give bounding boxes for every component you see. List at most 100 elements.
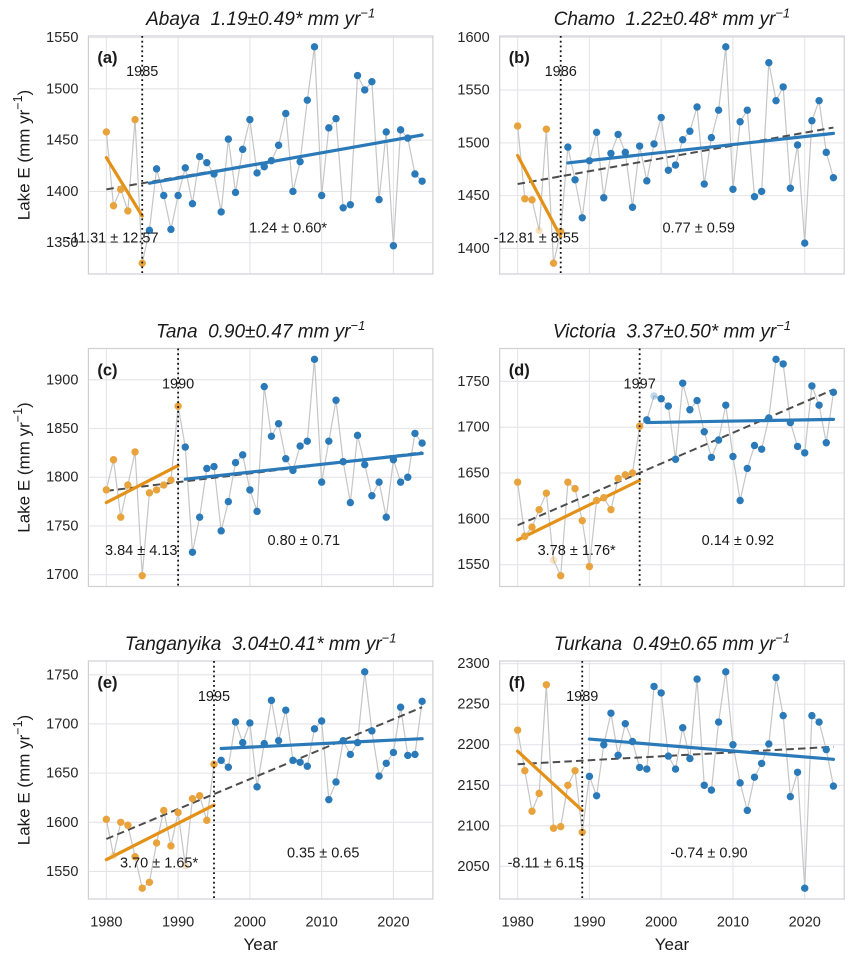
data-point (671, 161, 680, 169)
data-point (686, 754, 694, 763)
data-point (210, 462, 218, 471)
data-point (808, 711, 816, 720)
data-point (765, 58, 773, 67)
data-point (607, 149, 615, 158)
data-point (274, 419, 283, 428)
plot-frame (499, 347, 845, 588)
y-axis-label: Lake E (mm yr−1) (11, 90, 34, 220)
data-point (772, 96, 780, 105)
data-point (239, 738, 247, 747)
pre-trend-annotation: -12.81 ± 8.55 (494, 231, 579, 247)
pre-trend-annotation: 3.84 ± 4.13 (105, 543, 177, 559)
data-point (614, 474, 622, 483)
data-point (188, 200, 197, 208)
breakpoint-year-label: 1985 (126, 64, 158, 80)
data-point (822, 439, 830, 447)
x-tick-label: 2000 (645, 915, 677, 931)
data-point (757, 759, 766, 768)
panel-letter: (c) (97, 362, 117, 380)
data-point (557, 822, 565, 831)
x-tick-label: 1990 (573, 915, 605, 931)
data-point (600, 494, 608, 502)
data-point (267, 432, 276, 441)
data-point (650, 682, 658, 691)
panel-title: Tanganyika 3.04±0.41* mm yr−1 (125, 631, 397, 656)
panel-title: Chamo 1.22±0.48* mm yr−1 (554, 6, 790, 31)
data-point (203, 158, 211, 167)
data-point (592, 128, 601, 137)
data-point (210, 760, 218, 768)
pre-breakpoint-trend-line (104, 155, 144, 218)
panel-letter: (d) (509, 362, 530, 380)
breakpoint-year-label: 1990 (162, 377, 194, 393)
y-tick-label: 1550 (457, 83, 489, 99)
y-tick-label: 1500 (46, 81, 78, 97)
y-axis-label: Lake E (mm yr−1) (11, 402, 34, 532)
data-point (707, 133, 716, 142)
plot-frame (87, 347, 434, 588)
data-point (117, 185, 125, 194)
data-point (224, 135, 233, 143)
data-point (224, 497, 233, 506)
data-point (368, 492, 376, 500)
y-tick-label: 1700 (46, 567, 78, 583)
y-tick-label: 1500 (457, 135, 489, 151)
data-point (643, 416, 651, 424)
data-point (174, 402, 182, 410)
data-point (585, 157, 594, 165)
panel-tanganyika: (e) 1995 3.70 ± 1.65* 0.35 ± 0.65 1550 1600 16… (11, 631, 434, 954)
y-tick-label: 1800 (46, 470, 78, 486)
panel-letter: (b) (509, 49, 530, 67)
panel-title: Turkana 0.49±0.65 mm yr−1 (554, 631, 790, 656)
y-tick-label: 1350 (46, 235, 78, 251)
data-point (528, 196, 536, 204)
data-point (671, 765, 680, 773)
y-tick-label: 2050 (457, 859, 489, 875)
data-point (736, 779, 744, 787)
data-point (801, 449, 809, 457)
data-point (368, 727, 376, 735)
data-point (650, 392, 658, 400)
data-point (131, 115, 139, 124)
data-point (267, 156, 276, 165)
data-point (528, 807, 536, 815)
data-point (643, 765, 651, 773)
y-tick-label: 1750 (457, 374, 489, 390)
data-point (643, 177, 651, 185)
breakpoint-year-label: 1995 (198, 689, 230, 705)
data-point (246, 115, 254, 124)
data-point (404, 473, 412, 481)
panel-abaya: (a) 1985 -11.31 ± 12.57 1.24 ± 0.60* 1350 140… (11, 6, 434, 275)
data-point (411, 750, 419, 759)
data-point (757, 445, 766, 453)
y-tick-label: 1700 (457, 420, 489, 436)
data-point (621, 471, 629, 479)
data-point (167, 225, 175, 234)
post-breakpoint-trend-line (645, 417, 836, 425)
data-point (564, 143, 572, 151)
data-point (714, 106, 723, 114)
data-point (679, 379, 687, 387)
data-point (628, 469, 637, 477)
data-point (528, 523, 536, 531)
panel-title: Abaya 1.19±0.49* mm yr−1 (145, 6, 375, 31)
overall-trend-dashed-line (517, 126, 834, 186)
post-trend-annotation: 0.77 ± 0.59 (662, 221, 734, 237)
data-point (693, 103, 701, 111)
data-point (829, 173, 838, 182)
data-point (549, 259, 558, 267)
data-point (592, 792, 601, 800)
data-point (339, 457, 347, 466)
y-axis-label: Lake E (mm yr−1) (11, 715, 34, 845)
data-point (339, 736, 347, 745)
data-point (389, 456, 398, 464)
data-point (621, 148, 629, 157)
y-tick-label: 2200 (457, 737, 489, 753)
data-point (145, 489, 154, 497)
data-point (303, 437, 311, 445)
data-point (382, 513, 390, 521)
panel-letter: (e) (97, 674, 117, 692)
x-tick-label: 1980 (90, 915, 122, 931)
data-point (571, 484, 579, 493)
